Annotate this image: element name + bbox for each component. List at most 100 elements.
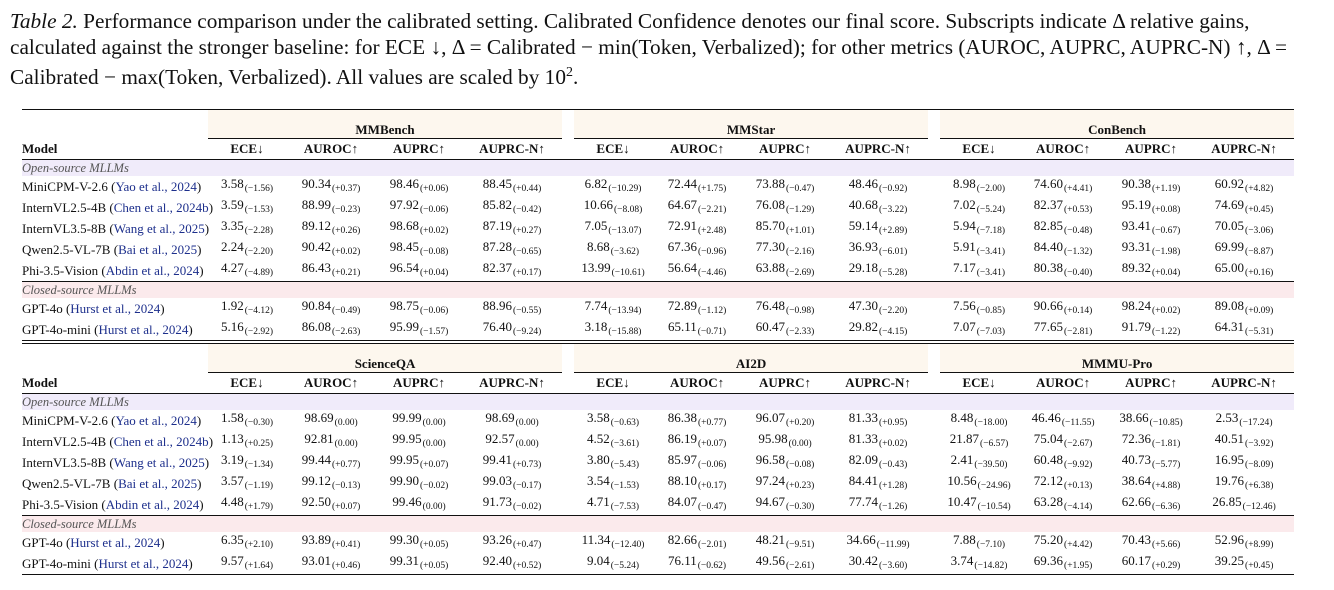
value: 92.81 (304, 431, 334, 446)
value-cell: 60.47(−2.33) (742, 319, 828, 341)
delta-subscript: (+0.08) (1151, 205, 1181, 215)
value: 87.19 (482, 218, 512, 233)
value-cell: 38.64(+4.88) (1108, 473, 1194, 494)
citation-link[interactable]: Hurst et al., 2024 (98, 321, 189, 337)
delta-subscript: (−24.96) (977, 481, 1011, 491)
value: 99.90 (389, 473, 419, 488)
delta-subscript: (−11.99) (876, 540, 910, 550)
table-row: GPT-4o-mini (Hurst et al., 2024) 9.57(+1.… (22, 553, 1294, 575)
value-cell: 69.36(+1.95) (1018, 553, 1108, 575)
citation-link[interactable]: Hurst et al., 2024 (70, 300, 161, 316)
model-cell: GPT-4o-mini (Hurst et al., 2024) (22, 555, 193, 571)
value: 95.19 (1121, 197, 1151, 212)
value-cell: 21.87(−6.57) (940, 431, 1018, 452)
value-cell: 3.80(−5.43) (574, 452, 652, 473)
value-cell: 86.43(+0.21) (286, 260, 376, 282)
delta-subscript: (−3.61) (610, 439, 640, 449)
section-label-open: Open-source MLLMs (22, 159, 1295, 176)
delta-subscript: (+0.45) (1245, 205, 1274, 215)
value-cell: 87.28(−0.65) (462, 239, 562, 260)
delta-subscript: (−0.96) (697, 247, 727, 257)
value-cell: 99.99(0.00) (376, 410, 462, 431)
delta-subscript: (−5.24) (610, 561, 640, 571)
metric-header: ECE↓ (208, 138, 286, 160)
delta-subscript: (−1.98) (1151, 247, 1181, 257)
value-cell: 3.58(−0.63) (574, 410, 652, 431)
delta-subscript: (−2.01) (697, 540, 727, 550)
citation-link[interactable]: Chen et al., 2024b (113, 199, 209, 215)
citation-link[interactable]: Hurst et al., 2024 (98, 555, 189, 571)
value-cell: 11.34(−12.40) (574, 532, 652, 553)
value-cell: 7.05(−13.07) (574, 218, 652, 239)
value: 86.08 (301, 319, 331, 334)
value: 5.94 (952, 218, 976, 233)
value-cell: 72.91(+2.48) (652, 218, 742, 239)
value: 76.40 (482, 319, 512, 334)
value-cell: 29.18(−5.28) (828, 260, 928, 282)
citation-link[interactable]: Chen et al., 2024b (113, 433, 209, 449)
citation-link[interactable]: Hurst et al., 2024 (70, 534, 161, 550)
value-cell: 88.10(+0.17) (652, 473, 742, 494)
delta-subscript: (+0.02) (331, 247, 361, 257)
delta-subscript: (+0.07) (697, 439, 727, 449)
model-cell: InternVL2.5-4B (Chen et al., 2024b) (22, 433, 214, 449)
delta-subscript: (+2.48) (697, 226, 727, 236)
value: 2.53 (1215, 410, 1239, 425)
value-cell: 76.40(−9.24) (462, 319, 562, 341)
metric-header: ECE↓ (940, 372, 1019, 394)
delta-subscript: (+1.95) (1064, 561, 1093, 571)
delta-subscript: (−0.42) (512, 205, 542, 215)
value-cell: 8.98(−2.00) (940, 176, 1018, 197)
value: 39.25 (1214, 553, 1245, 568)
value-cell: 59.14(+2.89) (828, 218, 928, 239)
value: 84.41 (848, 473, 878, 488)
delta-subscript: (+0.41) (331, 540, 361, 550)
value-cell: 99.46(0.00) (376, 494, 462, 516)
value-cell: 82.09(−0.43) (828, 452, 928, 473)
delta-subscript: (−4.89) (244, 268, 274, 278)
delta-subscript: (+0.95) (879, 418, 908, 428)
value: 29.82 (848, 319, 878, 334)
value: 47.30 (848, 298, 878, 313)
value-cell: 4.27(−4.89) (208, 260, 286, 282)
delta-subscript: (+8.99) (1245, 540, 1274, 550)
citation-link[interactable]: Yao et al., 2024 (115, 412, 197, 428)
citation-link[interactable]: Bai et al., 2025 (118, 241, 198, 257)
value-cell: 84.41(+1.28) (828, 473, 928, 494)
value-cell: 5.94(−7.18) (940, 218, 1018, 239)
value: 65.11 (667, 319, 697, 334)
metric-header: AUPRC-N↑ (1194, 372, 1295, 394)
value-cell: 80.38(−0.40) (1018, 260, 1108, 282)
value-cell: 87.19(+0.27) (462, 218, 562, 239)
citation-link[interactable]: Wang et al., 2025 (113, 454, 205, 470)
value-cell: 4.71(−7.53) (574, 494, 652, 516)
value: 69.36 (1033, 553, 1064, 568)
value: 4.52 (586, 431, 610, 446)
value: 8.98 (952, 176, 976, 191)
delta-subscript: (−0.47) (697, 502, 727, 512)
value: 82.09 (848, 452, 878, 467)
value-cell: 77.65(−2.81) (1018, 319, 1108, 341)
delta-subscript: (−4.12) (244, 306, 274, 316)
metric-header: AUROC↑ (286, 138, 376, 160)
value-cell: 10.47(−10.54) (940, 494, 1018, 516)
value-cell: 70.43(+5.66) (1108, 532, 1194, 553)
value: 77.74 (848, 494, 878, 509)
benchmark-header: AI2D (574, 343, 929, 373)
model-cell: MiniCPM-V-2.6 (Yao et al., 2024) (22, 178, 202, 194)
delta-subscript: (−9.24) (512, 327, 542, 337)
citation-link[interactable]: Yao et al., 2024 (115, 178, 197, 194)
value: 86.38 (667, 410, 697, 425)
value: 81.33 (848, 431, 878, 446)
delta-subscript: (−3.62) (610, 247, 640, 257)
value: 75.04 (1033, 431, 1064, 446)
citation-link[interactable]: Abdin et al., 2024 (105, 262, 200, 278)
citation-link[interactable]: Bai et al., 2025 (118, 475, 198, 491)
citation-link[interactable]: Abdin et al., 2024 (105, 496, 200, 512)
delta-subscript: (−0.06) (697, 460, 727, 470)
value: 26.85 (1212, 494, 1242, 509)
delta-subscript: (−0.40) (1063, 268, 1093, 278)
value-cell: 99.03(−0.17) (462, 473, 562, 494)
value-cell: 98.46(+0.06) (376, 176, 462, 197)
citation-link[interactable]: Wang et al., 2025 (113, 220, 205, 236)
